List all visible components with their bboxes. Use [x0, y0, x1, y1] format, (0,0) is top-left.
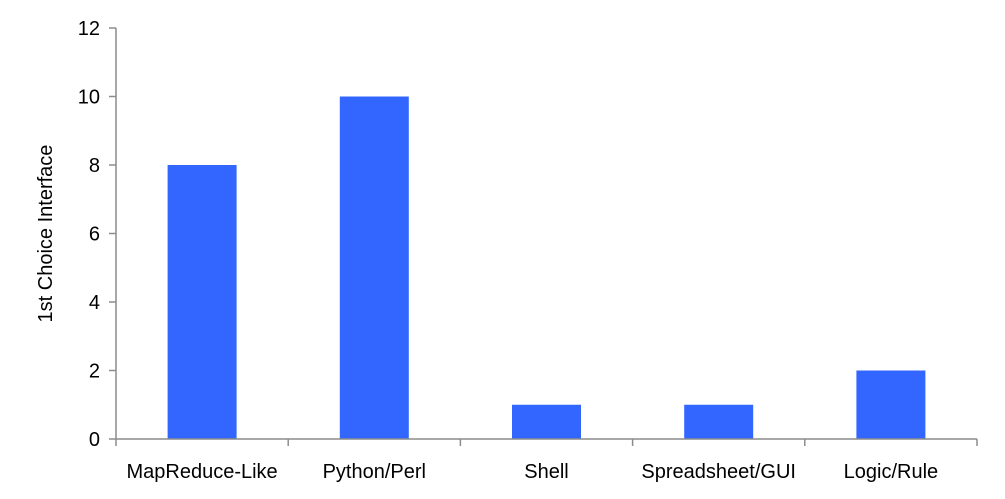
y-tick-label: 0 — [89, 429, 100, 451]
x-axis-ticks — [115, 439, 978, 446]
x-category-label: MapReduce-Like — [126, 461, 277, 483]
bar-python-perl — [339, 96, 409, 439]
y-axis-ticks: 0 2 4 6 8 10 12 — [78, 18, 116, 451]
bar-mapreduce-like — [167, 165, 237, 439]
x-category-label: Shell — [524, 461, 568, 483]
y-tick-label: 6 — [89, 224, 100, 246]
bar-shell — [512, 404, 581, 439]
x-category-label: Spreadsheet/GUI — [641, 461, 796, 483]
y-tick-label: 10 — [78, 87, 100, 109]
y-tick-label: 8 — [89, 155, 100, 177]
y-tick-label: 4 — [89, 292, 100, 314]
category-labels: MapReduce-Like Python/Perl Shell Spreadshee… — [126, 461, 938, 483]
y-tick-label: 2 — [89, 361, 100, 383]
y-tick-label: 12 — [78, 18, 100, 40]
x-category-label: Logic/Rule — [844, 461, 939, 483]
x-category-label: Python/Perl — [323, 461, 426, 483]
bar-series — [167, 96, 926, 439]
bar-spreadsheet-gui — [684, 404, 754, 439]
bar-logic-rule — [856, 370, 926, 439]
y-axis-title: 1st Choice Interface — [35, 145, 57, 323]
